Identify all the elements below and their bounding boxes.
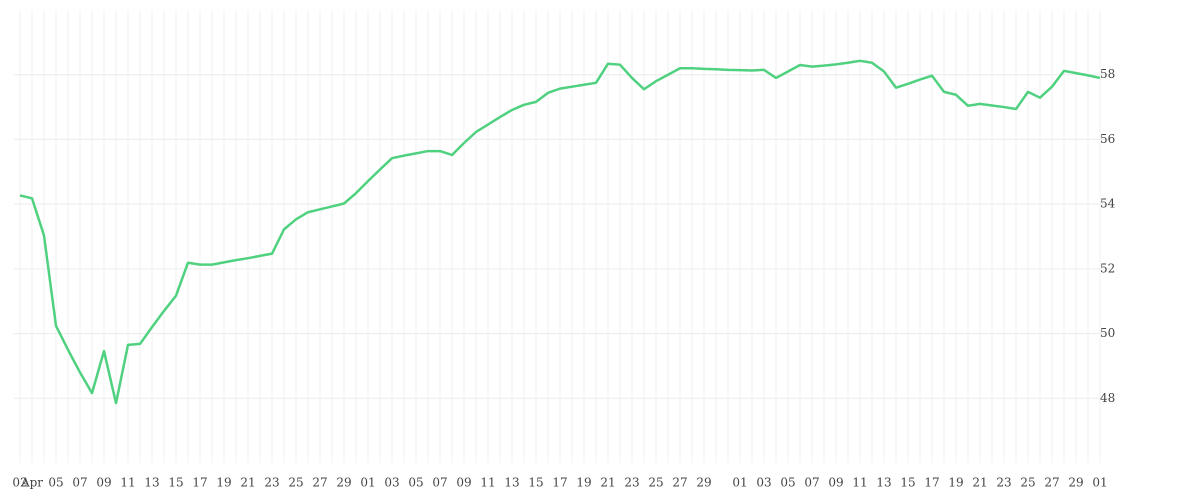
x-tick-label: 23 [264,476,279,490]
x-tick-label: 11 [480,476,495,490]
x-tick-label: 19 [216,476,231,490]
x-tick-label: 05 [408,476,423,490]
x-tick-label: 15 [168,476,183,490]
x-tick-label: 19 [576,476,591,490]
x-tick-label: 27 [312,476,327,490]
y-tick-label: 50 [1100,326,1115,340]
x-tick-label: 09 [96,476,111,490]
y-tick-label: 56 [1100,132,1115,146]
x-tick-label: 13 [144,476,159,490]
x-tick-label: 02 [12,476,27,490]
x-tick-label: 25 [648,476,663,490]
x-tick-label: 25 [288,476,303,490]
x-tick-label: 19 [948,476,963,490]
x-tick-label: 21 [240,476,255,490]
x-tick-label: 11 [120,476,135,490]
x-tick-label: 01 [1092,476,1107,490]
x-tick-label: 09 [456,476,471,490]
x-tick-label: 07 [72,476,87,490]
x-tick-label: 01 [360,476,375,490]
x-tick-label: 09 [828,476,843,490]
y-tick-label: 58 [1100,67,1115,81]
x-tick-label: 29 [336,476,351,490]
x-tick-label: 27 [1044,476,1059,490]
x-tick-label: 29 [1068,476,1083,490]
x-tick-label: 03 [756,476,771,490]
x-tick-label: 03 [384,476,399,490]
x-tick-label: 23 [996,476,1011,490]
y-tick-label: 48 [1100,391,1115,405]
x-tick-label: 21 [600,476,615,490]
series-line [19,59,1101,405]
x-tick-label: 15 [528,476,543,490]
x-tick-label: 23 [624,476,639,490]
x-tick-label: 29 [696,476,711,490]
x-tick-label: 17 [924,476,939,490]
x-tick-label: 01 [732,476,747,490]
x-tick-label: 21 [972,476,987,490]
x-tick-label: 25 [1020,476,1035,490]
x-tick-label: 17 [552,476,567,490]
y-tick-label: 52 [1100,261,1115,275]
x-tick-label: 07 [804,476,819,490]
x-tick-label: 13 [504,476,519,490]
x-tick-label: 05 [48,476,63,490]
y-tick-label: 54 [1100,197,1116,211]
x-tick-label: Apr [20,476,43,490]
x-tick-label: 27 [672,476,687,490]
x-tick-label: 17 [192,476,207,490]
x-tick-label: 07 [432,476,447,490]
x-tick-label: 11 [852,476,867,490]
x-tick-label: 15 [900,476,915,490]
x-tick-label: 05 [780,476,795,490]
x-tick-label: 13 [876,476,891,490]
